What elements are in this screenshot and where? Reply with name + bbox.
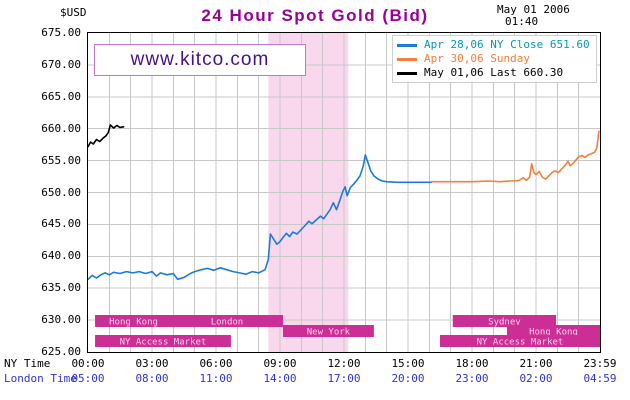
- y-tick-label: 670.00: [41, 57, 81, 71]
- price-line: [87, 124, 125, 148]
- svg-text:NY Access Market: NY Access Market: [120, 338, 207, 348]
- x-tick-label: 21:00: [519, 357, 553, 370]
- y-tick-label: 655.00: [41, 153, 81, 167]
- x-axis-row-label: NY Time: [4, 357, 51, 370]
- x-tick-label: 15:00: [391, 357, 425, 370]
- svg-text:Hong Kong: Hong Kong: [109, 318, 158, 328]
- y-tick-label: 645.00: [41, 217, 81, 231]
- x-tick-label: 05:00: [71, 372, 105, 385]
- y-tick-label: 675.00: [41, 26, 81, 39]
- chart-title: 24 Hour Spot Gold (Bid): [201, 6, 429, 25]
- legend-entry: Apr 30,06 Sunday: [397, 52, 590, 66]
- currency-label: $USD: [60, 6, 87, 19]
- y-tick-label: 665.00: [41, 89, 81, 103]
- date-label: May 01 2006: [497, 3, 570, 16]
- market-session-bar: NY Access Market: [95, 335, 231, 348]
- kitco-watermark-link[interactable]: www.kitco.com: [94, 44, 306, 76]
- plot-area: Hong Kong London New York Sydney Hong Kong NY…: [87, 32, 601, 353]
- y-tick-label: 660.00: [41, 121, 81, 135]
- svg-text:Sydney: Sydney: [488, 318, 521, 328]
- x-tick-label: 12:00: [327, 357, 361, 370]
- legend-entry: May 01,06 Last 660.30: [397, 66, 590, 80]
- y-axis: 675.00 670.00 665.00 660.00 655.00 650.00 645.…: [0, 0, 85, 400]
- legend-label: May 01,06 Last 660.30: [424, 66, 564, 79]
- y-tick-label: 635.00: [41, 281, 81, 295]
- market-session-bar: NY Access Market: [440, 335, 600, 348]
- legend-entry: Apr 28,06 NY Close 651.60: [397, 38, 590, 52]
- x-tick-label: 11:00: [199, 372, 233, 385]
- price-line: [87, 154, 433, 281]
- x-tick-label: 02:00: [519, 372, 553, 385]
- time-label: 01:40: [505, 15, 539, 28]
- x-tick-label: 17:00: [327, 372, 361, 385]
- x-tick-label: 18:00: [455, 357, 489, 370]
- market-session-bar: New York: [282, 325, 374, 338]
- svg-text:NY Access Market: NY Access Market: [477, 338, 564, 348]
- legend-label: Apr 30,06 Sunday: [424, 52, 530, 65]
- y-tick-label: 625.00: [41, 345, 81, 358]
- market-session-bar: Hong Kong: [506, 325, 600, 338]
- svg-text:New York: New York: [307, 328, 351, 338]
- price-line: [430, 130, 600, 183]
- legend-line-marker: [397, 57, 417, 61]
- svg-text:Hong Kong: Hong Kong: [529, 328, 578, 338]
- y-tick-label: 630.00: [41, 313, 81, 327]
- market-session-bar: Sydney: [452, 315, 557, 328]
- x-tick-label: 23:00: [455, 372, 489, 385]
- market-session-bar: London: [170, 315, 283, 328]
- x-tick-label: 04:59: [583, 372, 617, 385]
- x-tick-label: 09:00: [263, 357, 297, 370]
- x-tick-label: 08:00: [135, 372, 169, 385]
- x-tick-label: 06:00: [199, 357, 233, 370]
- svg-text:London: London: [211, 318, 244, 328]
- y-tick-label: 640.00: [41, 249, 81, 263]
- legend-line-marker: [397, 43, 417, 47]
- x-tick-label: 23:59: [583, 357, 617, 370]
- market-session-bar: Hong Kong: [95, 315, 173, 328]
- x-tick-label: 20:00: [391, 372, 425, 385]
- legend-line-marker: [397, 71, 417, 75]
- x-axis-row-label: London Time: [4, 372, 77, 385]
- x-tick-label: 00:00: [71, 357, 105, 370]
- chart-legend: Apr 28,06 NY Close 651.60 Apr 30,06 Sunda…: [392, 35, 597, 83]
- y-tick-label: 650.00: [41, 185, 81, 199]
- x-tick-label: 03:00: [135, 357, 169, 370]
- legend-label: Apr 28,06 NY Close 651.60: [424, 38, 590, 51]
- x-tick-label: 14:00: [263, 372, 297, 385]
